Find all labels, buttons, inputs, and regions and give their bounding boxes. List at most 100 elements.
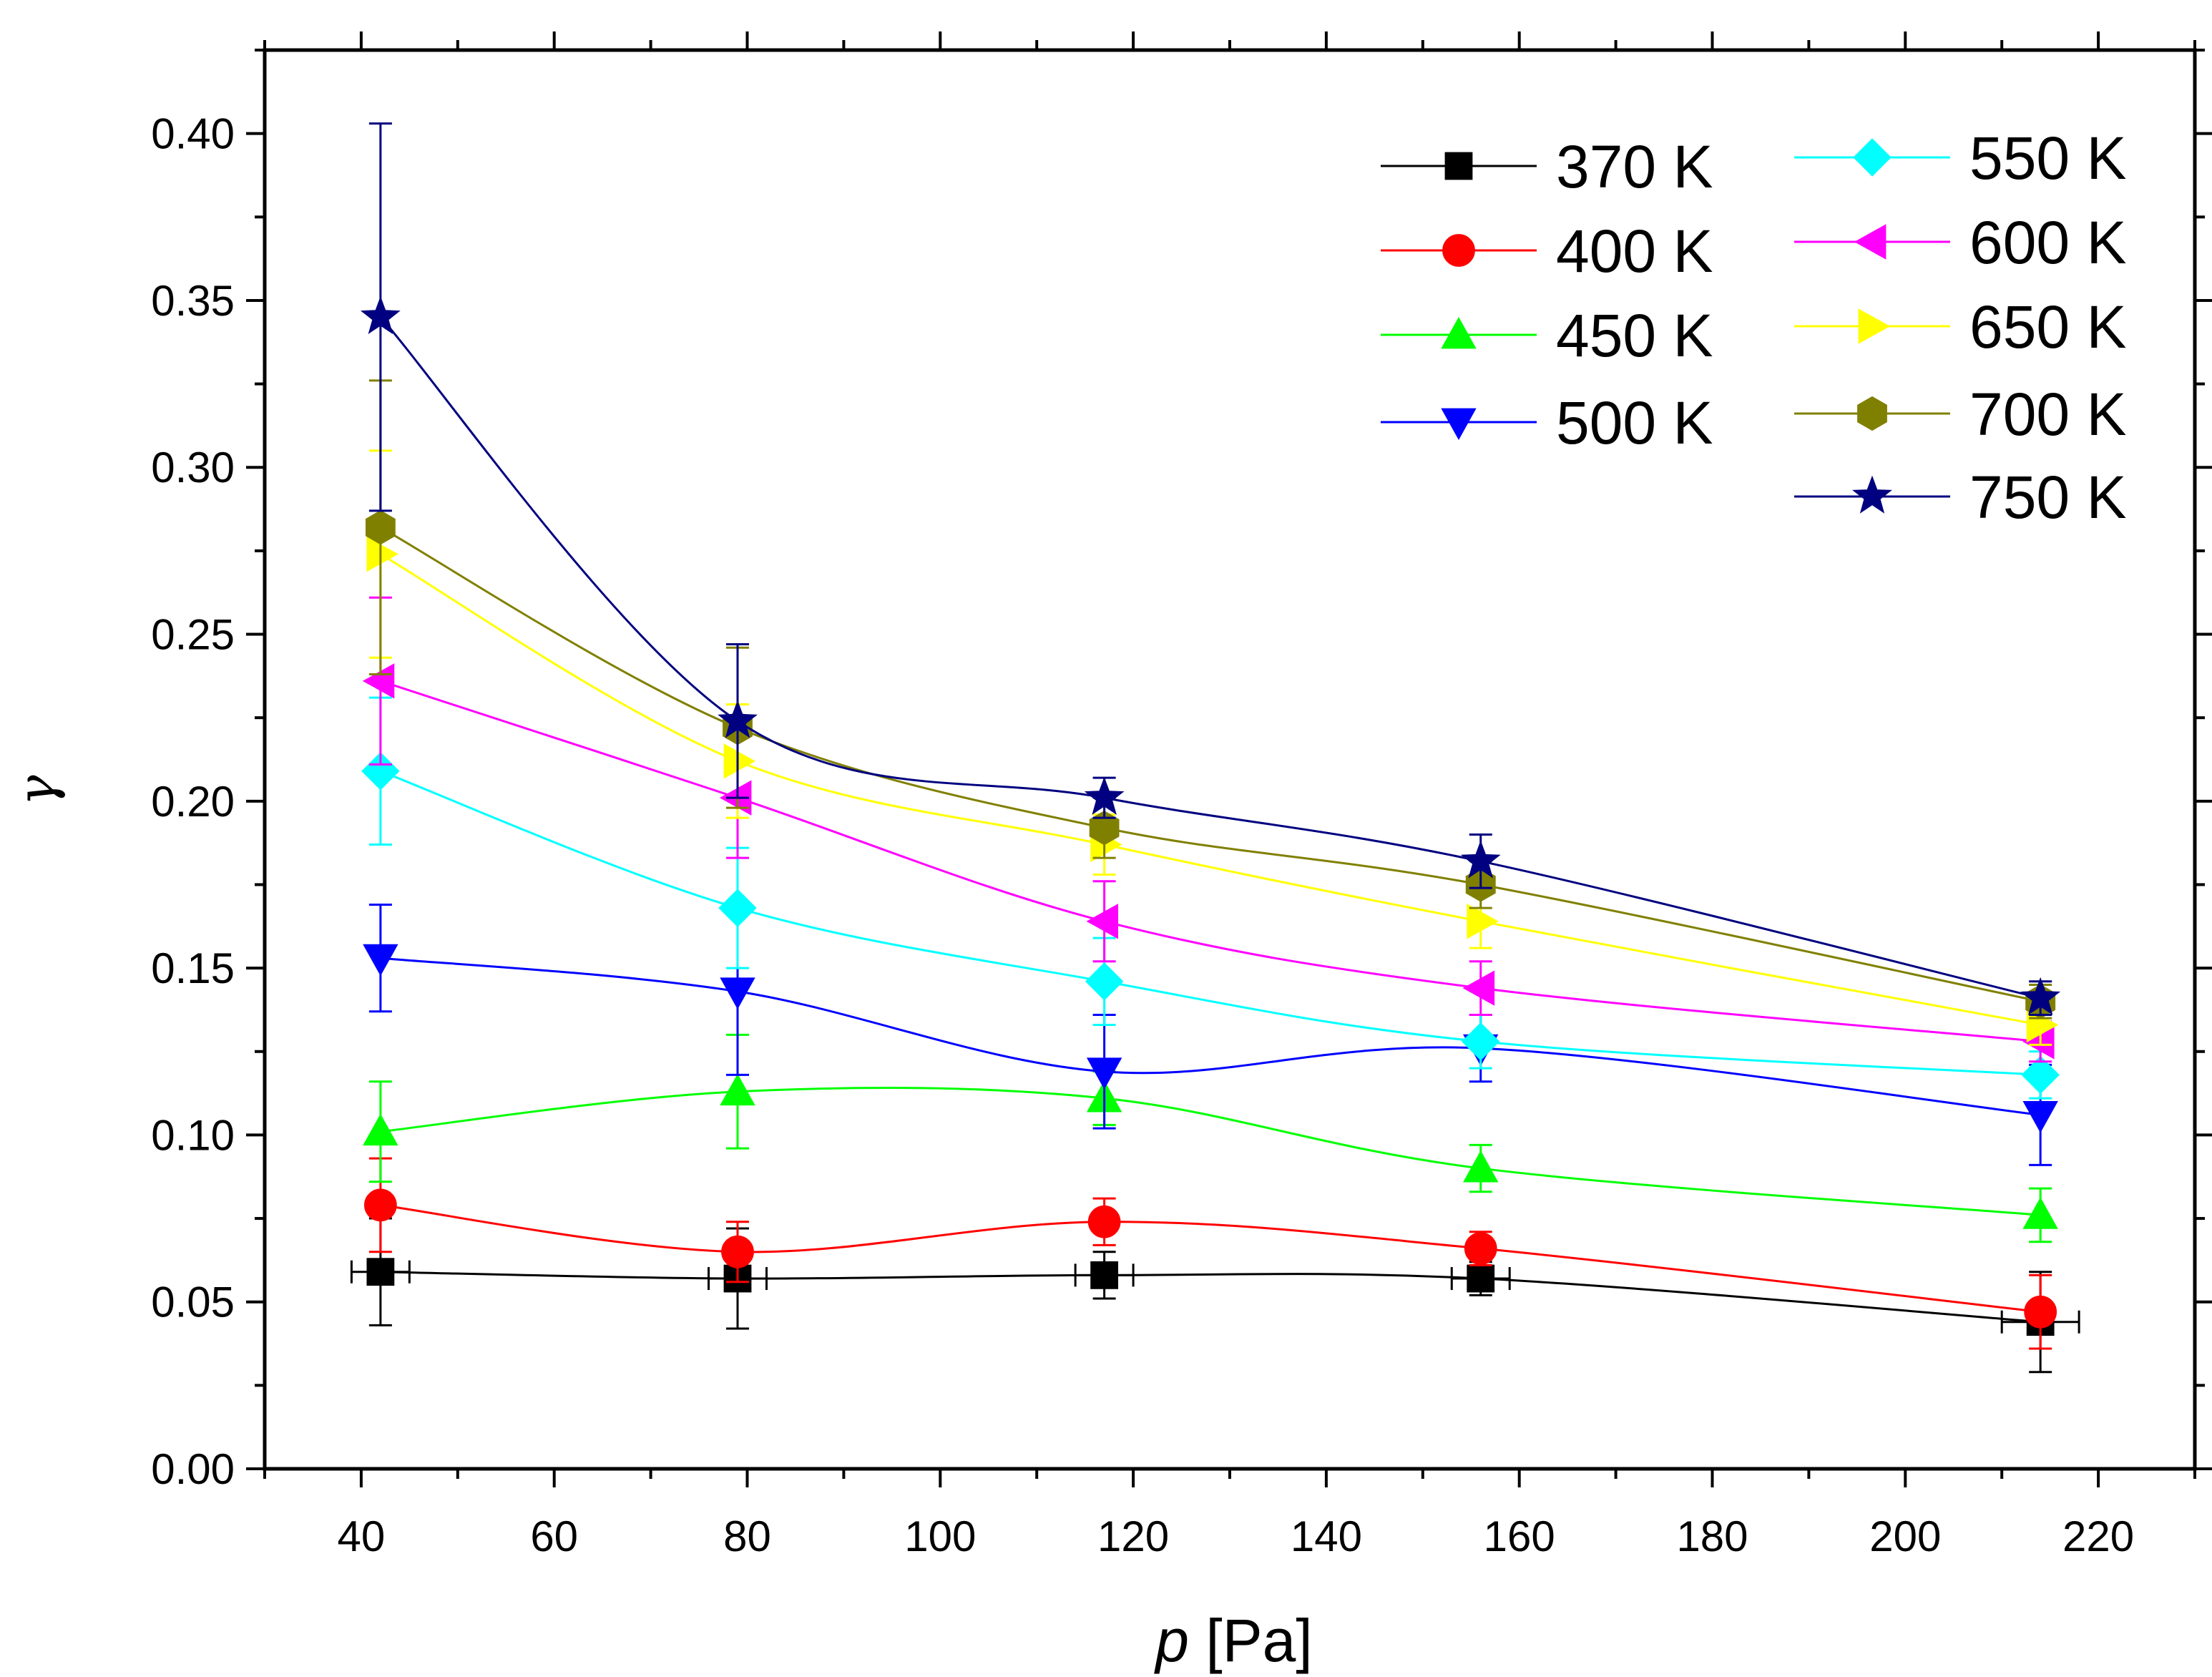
legend-label: 650 K: [1969, 293, 2127, 361]
x-tick-label: 80: [723, 1512, 771, 1560]
legend-label: 450 K: [1556, 302, 1713, 369]
series-line: [380, 526, 2041, 1003]
legend-item: 500 K: [1381, 389, 1713, 456]
data-point: [723, 743, 756, 779]
data-point: [1467, 1264, 1495, 1293]
x-tick-label: 100: [904, 1512, 976, 1560]
data-point: [1464, 1232, 1497, 1265]
legend-item: 650 K: [1794, 293, 2127, 361]
data-point: [366, 1258, 395, 1286]
legend-label: 370 K: [1556, 133, 1713, 200]
series-line: [380, 1087, 2041, 1216]
legend-item: 600 K: [1794, 209, 2127, 276]
series-line: [380, 553, 2041, 1026]
data-point: [361, 752, 400, 791]
series-line: [380, 957, 2041, 1116]
legend-swatch-marker: [1854, 224, 1886, 260]
y-axis-title: γ: [6, 775, 67, 806]
series-layer: [350, 122, 2080, 1374]
legend-label: 550 K: [1969, 124, 2127, 192]
data-point: [1084, 776, 1125, 815]
data-point: [718, 700, 758, 738]
y-tick-label: 0.25: [151, 611, 235, 659]
legend-label: 750 K: [1969, 464, 2127, 531]
data-point: [366, 510, 396, 545]
series-line: [379, 316, 2041, 999]
legend-swatch-marker: [1853, 138, 1892, 177]
data-point: [362, 663, 395, 699]
x-tick-label: 60: [530, 1512, 578, 1560]
data-point: [360, 295, 401, 335]
x-tick-label: 160: [1484, 1512, 1555, 1560]
data-point: [718, 889, 757, 927]
legend-label: 700 K: [1969, 381, 2127, 448]
data-point: [366, 536, 398, 572]
y-tick-label: 0.00: [151, 1445, 235, 1493]
legend-label: 600 K: [1969, 209, 2127, 276]
x-tick-label: 40: [338, 1512, 386, 1560]
series-500-k: [363, 903, 2058, 1166]
y-tick-label: 0.30: [151, 444, 235, 492]
data-point: [1089, 811, 1120, 846]
data-point: [1462, 970, 1495, 1006]
legend-swatch-marker: [1441, 316, 1477, 349]
y-tick-label: 0.05: [151, 1278, 235, 1326]
data-point: [1463, 1150, 1499, 1183]
data-point: [363, 1113, 398, 1146]
legend-label: 400 K: [1556, 217, 1713, 285]
legend-item: 450 K: [1381, 302, 1713, 369]
legend-item: 370 K: [1381, 133, 1713, 200]
legend-item: 550 K: [1794, 124, 2127, 192]
legend-swatch-marker: [1441, 408, 1477, 441]
series-400-k: [364, 1157, 2057, 1350]
legend-swatch-marker: [1857, 396, 1887, 431]
y-tick-label: 0.20: [151, 778, 235, 826]
series-700-k: [366, 379, 2056, 1020]
data-point: [1087, 1205, 1121, 1238]
data-point: [1467, 904, 1499, 939]
legend: 370 K 400 K 450 K 500 K 550 K 600 K 650 K 700 K…: [1381, 124, 2127, 531]
data-point: [1460, 840, 1501, 879]
legend-swatch-marker: [1444, 152, 1473, 180]
series-line: [380, 680, 2041, 1043]
legend-swatch-marker: [1442, 234, 1475, 267]
legend-label: 500 K: [1556, 389, 1713, 456]
data-point: [720, 1073, 755, 1106]
data-point: [1462, 1022, 1500, 1061]
data-point: [2024, 1295, 2057, 1329]
series-550-k: [361, 696, 2060, 1100]
data-point: [2021, 1055, 2060, 1095]
series-line: [380, 770, 2041, 1076]
data-point: [2022, 1101, 2058, 1133]
y-tick-label: 0.10: [151, 1111, 235, 1159]
y-tick-label: 0.15: [151, 944, 235, 992]
legend-item: 700 K: [1794, 381, 2127, 448]
x-axis-title: p [Pa]: [1153, 1607, 1312, 1674]
plot-frame: [263, 48, 2197, 1471]
series-750-k: [360, 122, 2061, 1016]
x-tick-label: 120: [1097, 1512, 1169, 1560]
series-650-k: [366, 449, 2059, 1046]
series-370-k: [350, 1217, 2080, 1374]
legend-swatch-marker: [1852, 475, 1892, 514]
series-450-k: [363, 1033, 2058, 1243]
plot-border: [263, 48, 2197, 1471]
data-point: [363, 944, 398, 977]
data-point: [721, 1235, 754, 1268]
x-axis-unit: [Pa]: [1205, 1607, 1312, 1674]
x-tick-label: 200: [1869, 1512, 1941, 1560]
y-tick-label: 0.40: [151, 110, 235, 158]
series-line: [380, 1203, 2041, 1314]
data-point: [364, 1188, 397, 1222]
legend-item: 400 K: [1381, 217, 1713, 285]
series-line: [380, 1271, 2041, 1324]
axis-ticks: 40 60 80 100 120 140 160 180 200 220 0.00 0.05 0.10 0…: [151, 31, 2212, 1560]
data-point: [1085, 962, 1124, 1001]
data-point: [2022, 1197, 2058, 1229]
data-point: [1090, 1261, 1119, 1289]
x-tick-label: 180: [1676, 1512, 1748, 1560]
data-point: [2020, 977, 2061, 1015]
data-point: [1086, 904, 1119, 939]
legend-swatch-marker: [1858, 308, 1891, 344]
